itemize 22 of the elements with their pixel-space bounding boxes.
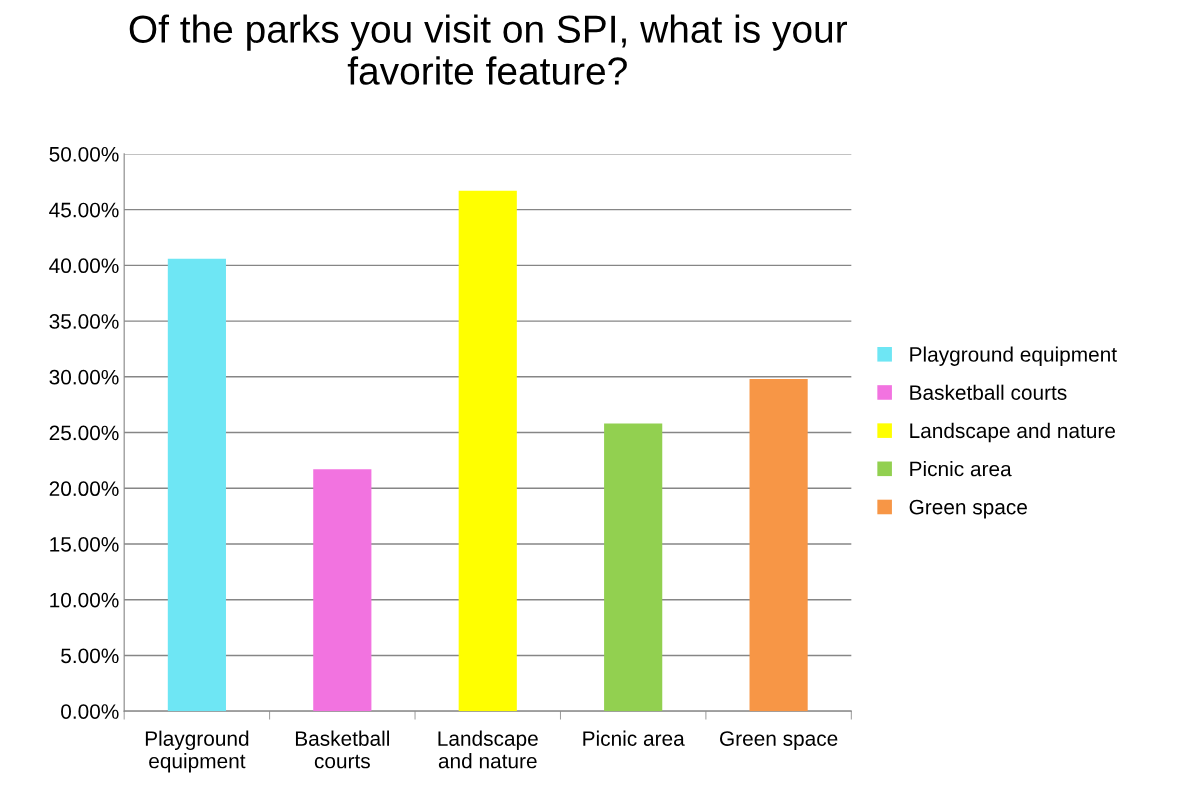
legend-label: Landscape and nature bbox=[910, 422, 1116, 443]
y-tick-label: 30.00% bbox=[49, 369, 119, 385]
x-tick-label: Green space bbox=[720, 731, 838, 751]
legend-label: Green space bbox=[909, 499, 1027, 519]
x-tick-label: Picnic area bbox=[583, 730, 685, 746]
y-tick-label: 45.00% bbox=[49, 202, 119, 218]
legend-label: Picnic area bbox=[910, 461, 1012, 477]
x-tick-label: Landscape and nature bbox=[438, 730, 538, 769]
legend-label: Basketball courts bbox=[910, 384, 1067, 400]
x-tick-label: Basketball courts bbox=[295, 730, 389, 769]
y-tick-label: 40.00% bbox=[49, 258, 119, 274]
legend-label: Playground equipment bbox=[910, 346, 1117, 366]
y-tick-label: 20.00% bbox=[49, 481, 119, 497]
y-tick-label: 50.00% bbox=[49, 146, 119, 162]
y-tick-label: 25.00% bbox=[49, 425, 119, 441]
chart-title: Of the parks you visit on SPI, what is your favorite feature? bbox=[129, 14, 847, 85]
x-tick-label: Playground equipment bbox=[145, 730, 249, 773]
y-tick-label: 0.00% bbox=[61, 704, 119, 719]
y-tick-label: 5.00% bbox=[61, 648, 119, 664]
y-tick-label: 35.00% bbox=[49, 314, 119, 329]
y-tick-label: 10.00% bbox=[50, 592, 119, 608]
y-tick-label: 15.00% bbox=[50, 537, 119, 552]
